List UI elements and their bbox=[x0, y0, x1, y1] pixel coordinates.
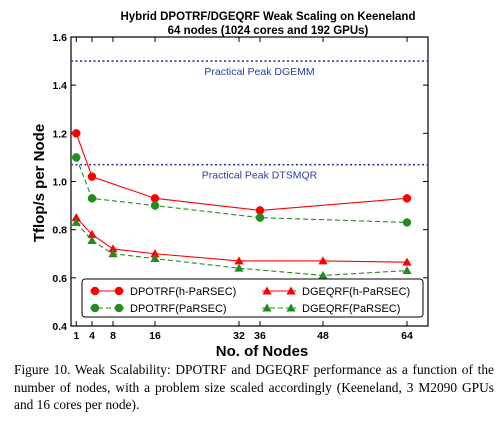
plot-area: 0.40.60.81.01.21.41.61 4 8 16 32 36 48 64Practi… bbox=[52, 32, 429, 342]
data-point-dgeqrf-parsec bbox=[108, 249, 118, 258]
legend-label: DPOTRF(h-PaRSEC) bbox=[130, 286, 236, 298]
x-tick-label: 32 bbox=[233, 330, 245, 342]
x-tick-label: 4 bbox=[89, 330, 95, 342]
series-line-dgeqrf-h-parsec bbox=[75, 217, 408, 263]
chart-subtitle: 64 nodes (1024 cores and 192 GPUs) bbox=[168, 25, 369, 37]
figure-caption: Figure 10. Weak Scalability: DPOTRF and … bbox=[14, 362, 494, 412]
data-point-dgeqrf-parsec bbox=[402, 266, 412, 275]
data-point-dpotrf-parsec bbox=[150, 201, 160, 210]
data-point-dgeqrf-h-parsec bbox=[71, 213, 81, 222]
y-tick-label: 0.6 bbox=[52, 273, 67, 285]
y-tick-label: 0.8 bbox=[52, 225, 67, 237]
data-point-dpotrf-h-parsec bbox=[255, 206, 265, 215]
legend-marker bbox=[286, 303, 296, 312]
data-point-dgeqrf-parsec bbox=[318, 270, 328, 279]
data-point-dgeqrf-h-parsec bbox=[234, 256, 244, 265]
x-tick-label: 16 bbox=[149, 330, 161, 342]
chart-title: Hybrid DPOTRF/DGEQRF Weak Scaling on Kee… bbox=[120, 11, 415, 23]
y-tick-label: 1.0 bbox=[52, 177, 67, 189]
data-point-dpotrf-h-parsec bbox=[150, 194, 160, 203]
data-point-dpotrf-parsec bbox=[72, 153, 81, 162]
x-tick-label: 48 bbox=[317, 330, 329, 342]
y-axis-label: Tflop/s per Node bbox=[31, 124, 48, 242]
reference-line-label: Practical Peak DGEMM bbox=[204, 66, 314, 78]
y-tick-label: 1.4 bbox=[52, 80, 67, 92]
legend-marker bbox=[90, 303, 100, 313]
series-line-dpotrf-parsec bbox=[75, 157, 408, 223]
legend-marker bbox=[114, 303, 124, 313]
data-point-dpotrf-h-parsec bbox=[72, 129, 81, 138]
x-tick-label: 1 bbox=[73, 330, 79, 342]
data-point-dgeqrf-h-parsec bbox=[402, 257, 412, 266]
data-point-dpotrf-parsec bbox=[402, 218, 412, 227]
legend-marker bbox=[262, 286, 272, 295]
legend-marker bbox=[114, 286, 124, 296]
data-point-dgeqrf-parsec bbox=[150, 253, 160, 263]
x-tick-label: 8 bbox=[110, 330, 116, 342]
data-point-dgeqrf-h-parsec bbox=[87, 229, 97, 238]
weak-scaling-chart: Hybrid DPOTRF/DGEQRF Weak Scaling on Kee… bbox=[31, 11, 429, 360]
series-line-dgeqrf-parsec bbox=[75, 222, 408, 276]
data-point-dgeqrf-h-parsec bbox=[108, 244, 118, 253]
data-point-dgeqrf-parsec bbox=[234, 263, 244, 272]
data-point-dgeqrf-parsec bbox=[71, 217, 81, 226]
legend-marker bbox=[90, 286, 100, 296]
data-point-dgeqrf-h-parsec bbox=[318, 256, 328, 265]
x-tick-label: 64 bbox=[401, 330, 413, 342]
y-tick-label: 0.4 bbox=[52, 321, 67, 333]
legend-label: DGEQRF(PaRSEC) bbox=[302, 303, 400, 315]
y-tick-label: 1.6 bbox=[52, 32, 67, 44]
legend-label: DPOTRF(PaRSEC) bbox=[130, 303, 227, 315]
x-tick-label: 36 bbox=[254, 330, 266, 342]
x-axis-label: No. of Nodes bbox=[216, 343, 309, 360]
legend: DPOTRF(h-PaRSEC) DPOTRF(PaRSEC) DGEQRF(h-P… bbox=[81, 278, 424, 318]
reference-line-label: Practical Peak DTSMQR bbox=[202, 170, 318, 182]
y-tick-label: 1.2 bbox=[52, 128, 67, 140]
legend-label: DGEQRF(h-PaRSEC) bbox=[302, 286, 410, 298]
data-point-dgeqrf-h-parsec bbox=[150, 249, 160, 258]
legend-marker bbox=[262, 303, 272, 312]
data-point-dpotrf-h-parsec bbox=[87, 172, 97, 181]
data-point-dpotrf-h-parsec bbox=[402, 194, 412, 203]
data-point-dgeqrf-parsec bbox=[87, 235, 97, 244]
data-point-dpotrf-parsec bbox=[87, 194, 97, 203]
legend-marker bbox=[286, 286, 296, 295]
legend-box bbox=[81, 278, 424, 318]
data-point-dpotrf-parsec bbox=[255, 213, 265, 222]
